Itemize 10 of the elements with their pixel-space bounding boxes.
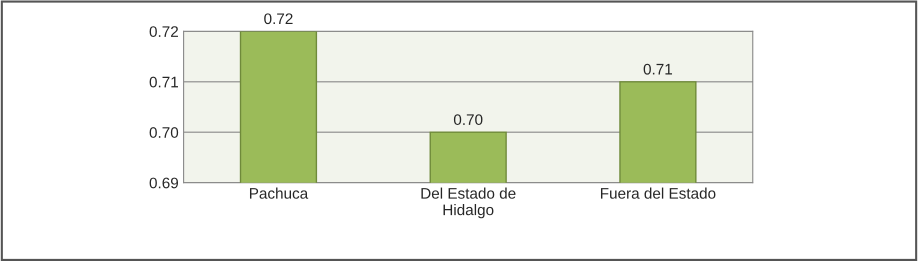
y-tick-label: 0.71: [150, 76, 178, 88]
data-label: 0.72: [264, 13, 293, 24]
data-label: 0.71: [644, 64, 672, 75]
y-tick-label: 0.69: [150, 178, 178, 188]
x-tick-label: Pachuca: [250, 188, 308, 199]
data-label: 0.70: [454, 114, 482, 126]
y-tick-label: 0.70: [150, 127, 178, 138]
x-tick-label: Fuera del Estado: [600, 188, 716, 199]
y-tick-label: 0.72: [150, 26, 178, 38]
x-tick-label: Del Estado de Hidalgo: [421, 188, 516, 218]
